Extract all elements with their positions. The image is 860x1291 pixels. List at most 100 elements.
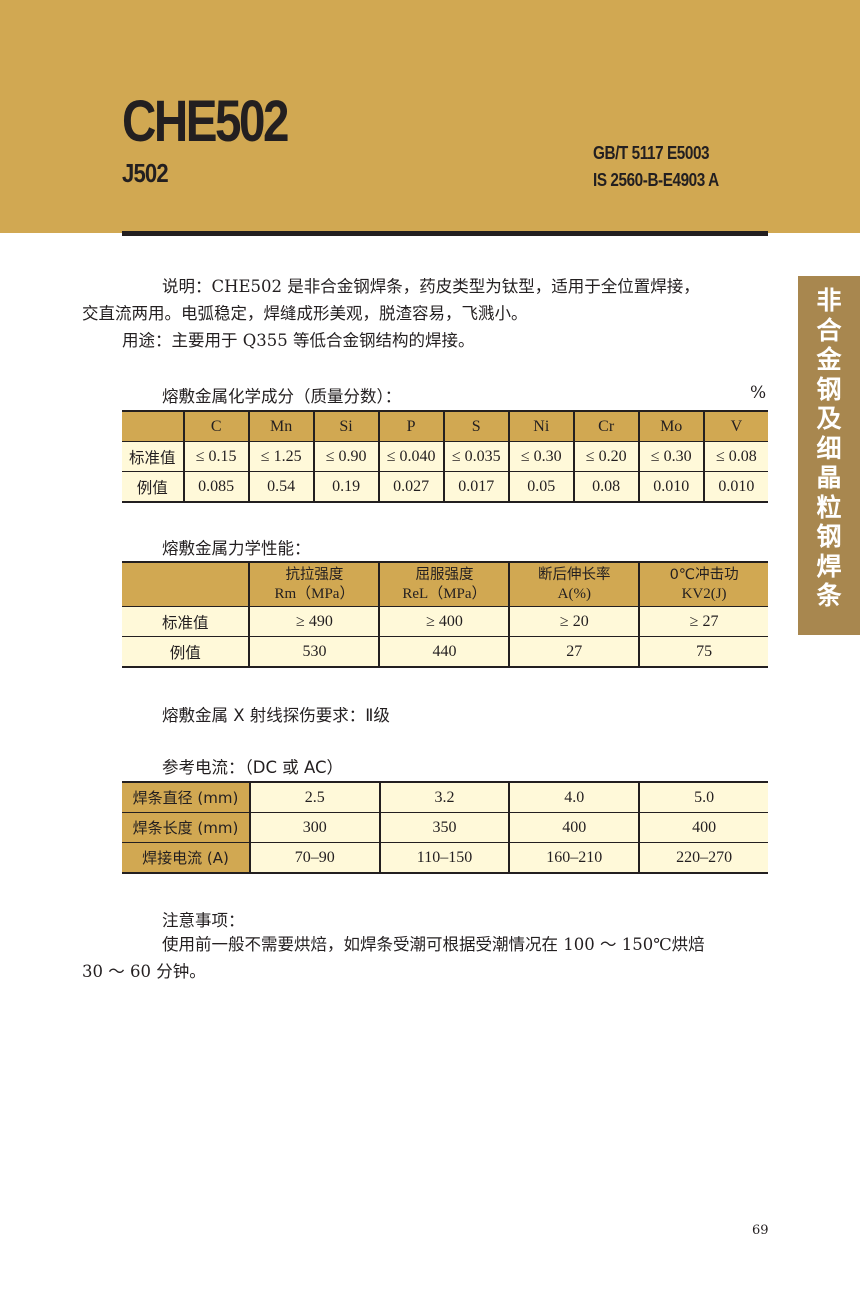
table-cell: ≤ 0.035 [442,441,510,472]
notes-line: 30 ～ 60 分钟。 [82,962,206,981]
header-label: 抗拉强度 [285,566,344,583]
table-cell [122,410,185,442]
table-cell: Mo [637,410,705,442]
table-cell: 110–150 [378,842,510,874]
table-header-cell: 0℃冲击功 KV2(J) [638,561,768,607]
table-cell: 300 [248,812,381,843]
table-cell: V [702,410,768,442]
side-tab-char: 条 [816,581,842,610]
side-tab-char: 合 [816,315,842,345]
header-unit: KV2(J) [681,585,727,602]
table-cell: 160–210 [508,842,640,874]
table-row: 焊接电流 (A) 70–90 110–150 160–210 220–270 [122,842,768,874]
side-tab-char: 金 [816,345,842,374]
table-cell: 例值 [122,471,185,503]
side-tab-char: 及 [816,404,842,433]
table-cell: 0.010 [637,471,705,503]
table-cell: 27 [508,636,640,668]
table-cell: 0.05 [507,471,575,503]
table-cell: 0.017 [442,471,510,503]
table-cell: 焊条长度 (mm) [122,812,251,843]
table-cell: 220–270 [638,842,768,874]
header-label: 断后伸长率 [538,566,611,583]
table-cell: 3.2 [378,781,510,813]
table-cell: Cr [572,410,640,442]
table-row: 标准值 ≥ 490 ≥ 400 ≥ 20 ≥ 27 [122,606,768,637]
table-header-row: 抗拉强度 Rm（MPa） 屈服强度 ReL（MPa） 断后伸长率 A(%) 0℃冲击功 KV2… [122,561,768,607]
table-cell: 标准值 [122,606,250,637]
chem-unit: % [750,383,767,403]
table-header-cell [122,561,250,607]
header-unit: ReL（MPa） [402,585,487,602]
standard-is: IS 2560-B-E4903 A [593,170,719,190]
table-cell: ≤ 1.25 [247,441,315,472]
table-cell: 4.0 [508,781,640,813]
side-tab-char: 钢 [816,374,842,404]
table-cell: 例值 [122,636,250,668]
side-tab-char: 粒 [816,492,842,522]
table-cell: 焊接电流 (A) [122,842,251,874]
current-title: 参考电流：（DC 或 AC） [162,758,343,777]
table-cell: ≤ 0.30 [507,441,575,472]
header-unit: Rm（MPa） [274,585,355,602]
standard-gb: GB/T 5117 E5003 [593,143,710,163]
xray-requirement: 熔敷金属 X 射线探伤要求：Ⅱ级 [162,706,390,725]
table-cell: ≤ 0.90 [312,441,380,472]
product-title: CHE502 [122,89,289,154]
table-row: 例值 0.085 0.54 0.19 0.027 0.017 0.05 0.08 0.010 0.… [122,471,768,503]
table-header-cell: 断后伸长率 A(%) [508,561,640,607]
description-line: 交直流两用。电弧稳定，焊缝成形美观，脱渣容易，飞溅小。 [82,304,528,323]
description: 说明：CHE502 是非合金钢焊条，药皮类型为钛型，适用于全位置焊接， 交直流两… [82,273,768,354]
table-cell: 0.54 [247,471,315,503]
header-band [0,0,860,233]
table-cell: ≥ 490 [248,606,380,637]
table-cell: C [182,410,250,442]
description-line: 说明：CHE502 是非合金钢焊条，药皮类型为钛型，适用于全位置焊接， [162,277,700,296]
table-cell: 标准值 [122,441,185,472]
table-cell: 0.08 [572,471,640,503]
table-cell: 0.19 [312,471,380,503]
notes-title: 注意事项： [162,911,245,930]
header-label: 0℃冲击功 [669,566,739,583]
table-row: 例值 530 440 27 75 [122,636,768,668]
table-cell: P [377,410,445,442]
table-cell: ≤ 0.040 [377,441,445,472]
table-cell: 400 [638,812,768,843]
table-cell: Mn [247,410,315,442]
table-cell: 0.085 [182,471,250,503]
notes-line: 使用前一般不需要烘焙，如焊条受潮可根据受潮情况在 100 ～ 150℃烘焙 [162,935,705,954]
chem-table: C Mn Si P S Ni Cr Mo V 标准值 ≤ 0.15 ≤ 1.25 ≤ 0.90 ≤ 0.0… [122,410,768,503]
table-cell: 70–90 [248,842,381,874]
table-cell: 2.5 [248,781,381,813]
current-table: 焊条直径 (mm) 2.5 3.2 4.0 5.0 焊条长度 (mm) 300 350 400 4… [122,781,768,874]
header-rule [122,231,768,236]
mech-table: 抗拉强度 Rm（MPa） 屈服强度 ReL（MPa） 断后伸长率 A(%) 0℃冲击功 KV2… [122,561,768,668]
table-cell: S [442,410,510,442]
table-cell: Ni [507,410,575,442]
table-header-row: C Mn Si P S Ni Cr Mo V [122,410,768,442]
table-cell: 0.027 [377,471,445,503]
product-subtitle: J502 [122,158,169,188]
mech-title: 熔敷金属力学性能： [162,539,311,558]
table-header-cell: 抗拉强度 Rm（MPa） [248,561,380,607]
table-cell: ≤ 0.20 [572,441,640,472]
notes-text: 使用前一般不需要烘焙，如焊条受潮可根据受潮情况在 100 ～ 150℃烘焙 30… [82,931,768,985]
table-cell: 400 [508,812,640,843]
usage-line: 用途：主要用于 Q355 等低合金钢结构的焊接。 [122,331,475,350]
table-cell: 530 [248,636,380,668]
side-tab-char: 细 [816,433,842,463]
table-row: 焊条长度 (mm) 300 350 400 400 [122,812,768,843]
table-cell: 焊条直径 (mm) [122,781,251,813]
table-cell: 5.0 [638,781,768,813]
table-cell: ≥ 400 [378,606,510,637]
table-cell: 350 [378,812,510,843]
header-label: 屈服强度 [415,566,474,583]
table-cell: 440 [378,636,510,668]
table-cell: ≤ 0.08 [702,441,768,472]
side-tab-char: 钢 [816,522,842,551]
side-tab-char: 焊 [816,551,842,581]
table-cell: ≥ 27 [638,606,768,637]
side-tab-char: 晶 [816,463,842,492]
table-header-cell: 屈服强度 ReL（MPa） [378,561,510,607]
table-row: 焊条直径 (mm) 2.5 3.2 4.0 5.0 [122,781,768,813]
